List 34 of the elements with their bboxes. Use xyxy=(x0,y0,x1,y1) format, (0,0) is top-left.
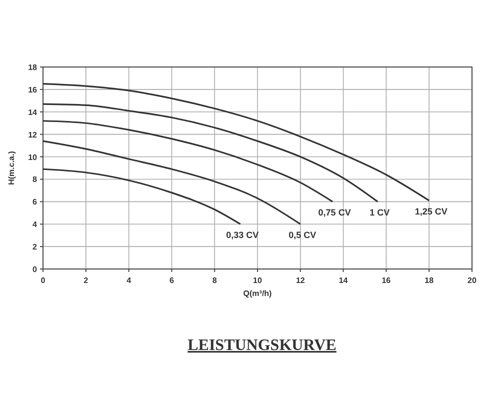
series-label: 0,5 CV xyxy=(288,230,316,240)
y-tick-label: 18 xyxy=(28,63,38,72)
x-tick-label: 0 xyxy=(40,276,46,285)
y-tick-label: 8 xyxy=(32,175,38,184)
text: LEISTUNGSKURVE xyxy=(188,337,336,354)
y-tick-label: 14 xyxy=(28,108,38,117)
x-tick-label: 10 xyxy=(253,276,262,285)
line-series xyxy=(42,140,302,225)
x-tick-label: 14 xyxy=(338,276,348,285)
x-tick-label: 8 xyxy=(212,276,218,285)
x-axis-title: Q(m³/h) xyxy=(243,289,272,298)
x-tick-label: 6 xyxy=(169,276,174,285)
y-tick-label: 6 xyxy=(32,198,38,207)
line-series xyxy=(42,103,378,202)
x-tick-label: 18 xyxy=(424,276,434,285)
y-tick-label: 16 xyxy=(28,85,38,94)
line-series xyxy=(42,168,242,225)
series-label: 1,25 CV xyxy=(414,206,448,217)
y-tick-label: 4 xyxy=(32,220,38,230)
y-tick-label: 10 xyxy=(28,152,38,162)
line-series xyxy=(42,120,334,202)
x-tick-label: 16 xyxy=(382,276,392,285)
series-label: 1 CV xyxy=(370,208,390,218)
series-label: 0,33 CV xyxy=(226,230,259,240)
x-tick-label: 2 xyxy=(84,276,89,285)
x-tick-label: 12 xyxy=(296,276,306,285)
y-tick-label: 2 xyxy=(32,242,38,252)
line-series xyxy=(42,83,430,202)
y-tick-label: 0 xyxy=(32,265,38,274)
y-axis-title: H(m.c.a.) xyxy=(7,150,16,185)
series-label: 0,75 CV xyxy=(318,208,351,218)
x-tick-label: 4 xyxy=(126,276,132,285)
y-tick-label: 12 xyxy=(28,130,38,140)
x-tick-label: 20 xyxy=(468,276,477,285)
